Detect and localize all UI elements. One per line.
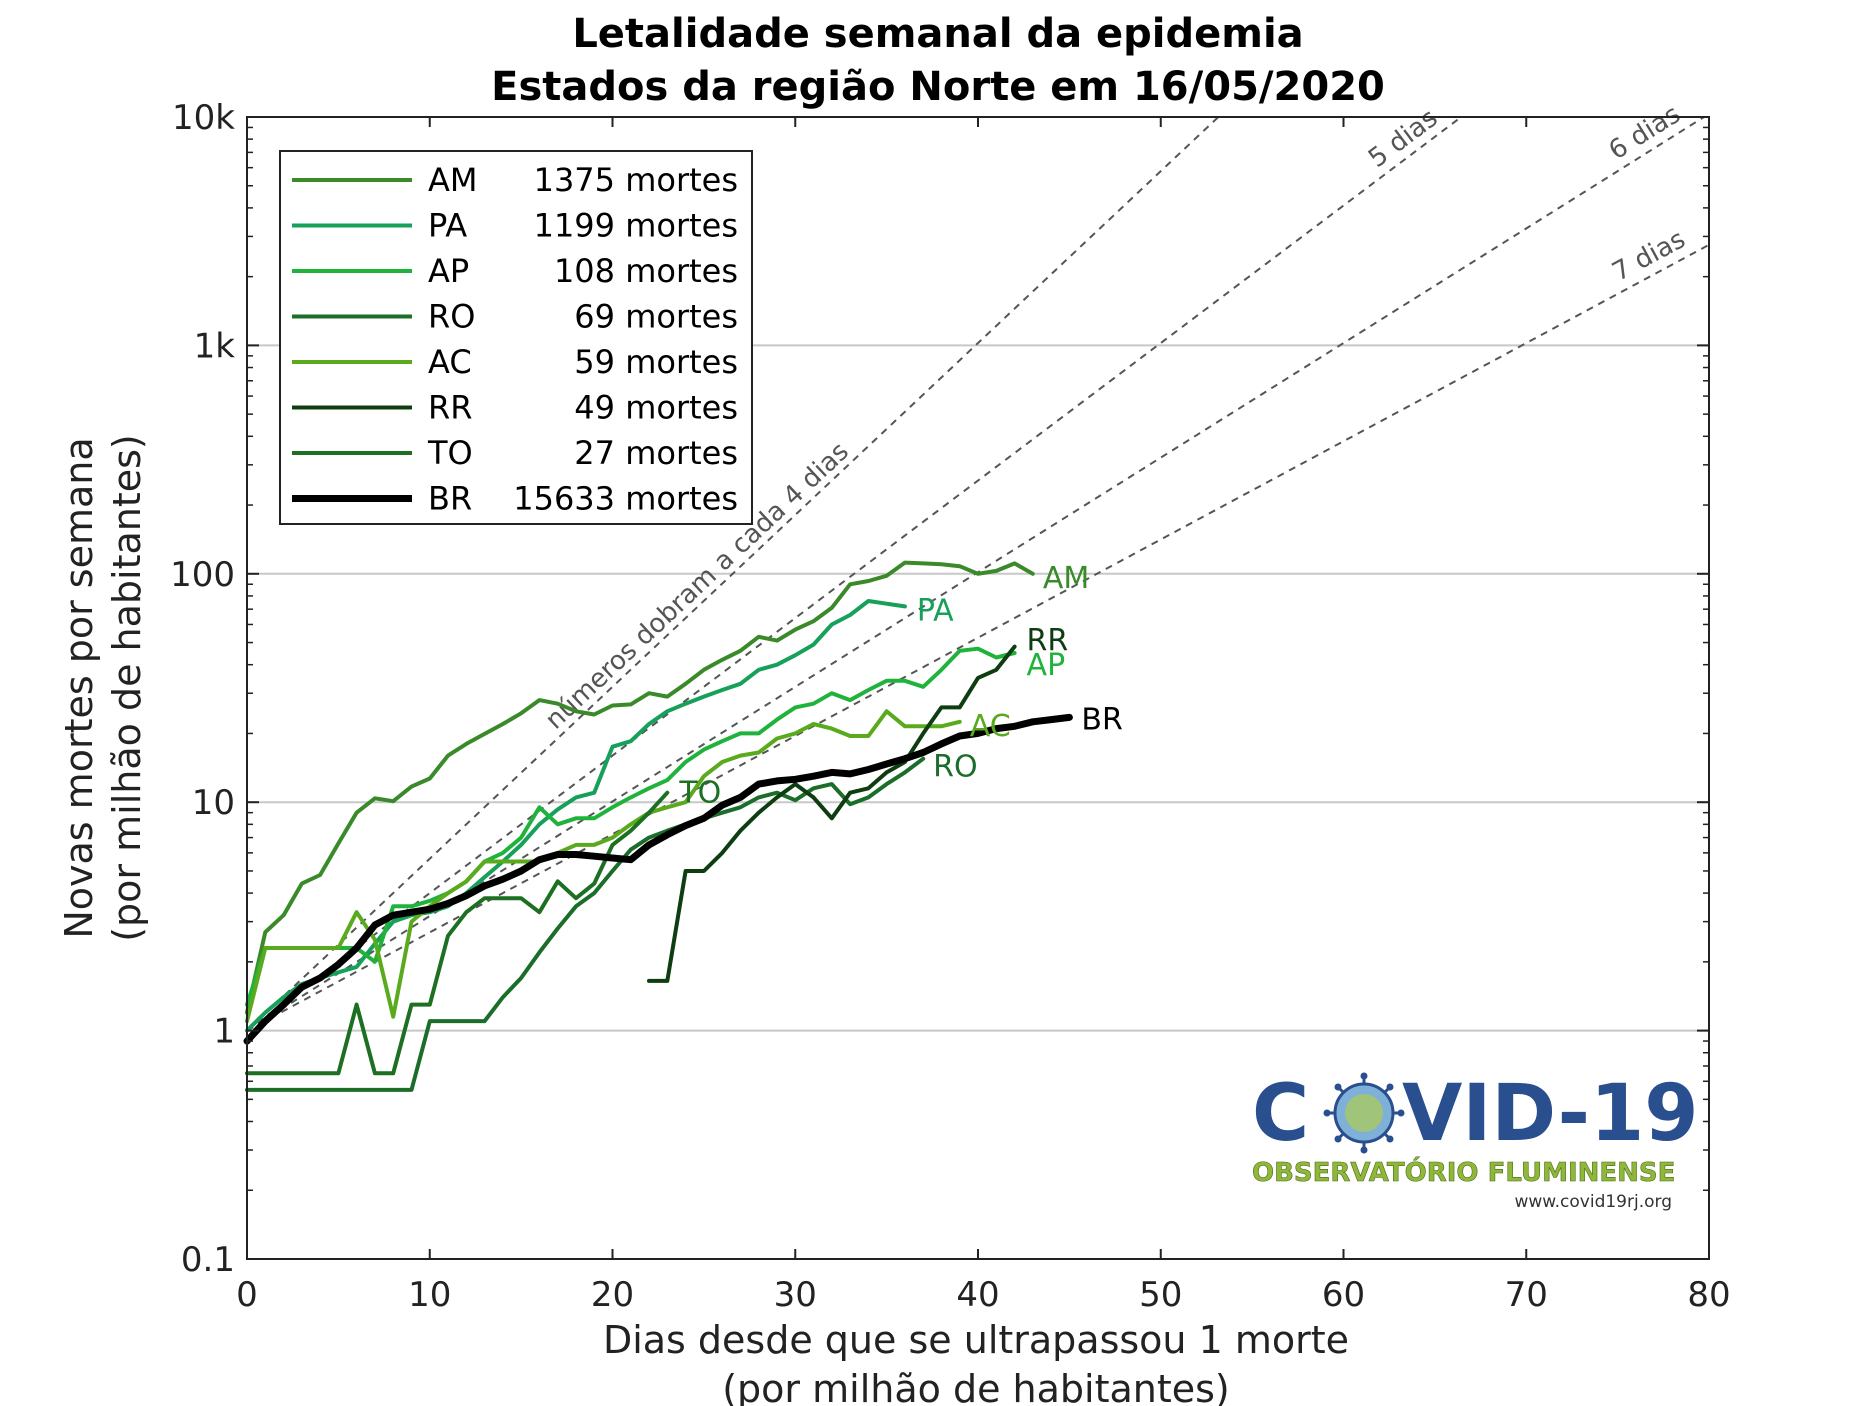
y-tick-label: 10: [192, 783, 235, 823]
x-tick-label: 0: [236, 1275, 258, 1315]
y-tick-label: 0.1: [181, 1240, 235, 1280]
logo-url: www.covid19rj.org: [1514, 1192, 1672, 1212]
legend-deaths-am: 1375 mortes: [534, 161, 738, 199]
x-tick-label: 70: [1505, 1275, 1548, 1315]
series-line-ac: [245, 709, 962, 1024]
x-tick-label: 60: [1322, 1275, 1365, 1315]
series-line-to: [245, 790, 670, 1076]
legend-deaths-pa: 1199 mortes: [534, 207, 738, 245]
legend-code-ap: AP: [428, 252, 469, 290]
x-tick-label: 40: [956, 1275, 999, 1315]
legend-code-pa: PA: [428, 207, 467, 245]
series-line-br: [243, 713, 1073, 1045]
legend-code-rr: RR: [428, 389, 472, 427]
legend-deaths-ro: 69 mortes: [574, 298, 738, 336]
end-label-am: AM: [1043, 561, 1089, 596]
reference-line-5-days: [246, 116, 1462, 1032]
end-label-ro: RO: [933, 750, 977, 785]
x-tick-label: 10: [408, 1275, 451, 1315]
virus-icon: [1323, 1072, 1405, 1154]
y-tick-label: 10k: [172, 98, 235, 138]
x-tick-label: 30: [774, 1275, 817, 1315]
legend-deaths-to: 27 mortes: [574, 434, 738, 472]
end-label-rr: RR: [1027, 624, 1069, 659]
end-label-br: BR: [1081, 702, 1122, 737]
x-axis-label-line-2: (por milhão de habitantes): [722, 1367, 1230, 1406]
reference-line-4-days: [246, 116, 1220, 1032]
end-label-pa: PA: [917, 593, 954, 628]
legend-deaths-ap: 108 mortes: [554, 252, 738, 290]
data-series: [243, 560, 1073, 1092]
logo-subtitle: OBSERVATÓRIO FLUMINENSE: [1252, 1156, 1675, 1188]
chart-title-line-2: Estados da região Norte em 16/05/2020: [491, 64, 1385, 110]
x-axis-label-line-1: Dias desde que se ultrapassou 1 morte: [603, 1318, 1349, 1362]
legend-deaths-br: 15633 mortes: [513, 480, 738, 518]
end-label-ap: AP: [1027, 648, 1066, 683]
legend-code-ro: RO: [428, 298, 475, 336]
x-tick-label: 80: [1687, 1275, 1730, 1315]
legend-code-ac: AC: [428, 343, 472, 381]
legend-deaths-ac: 59 mortes: [574, 343, 738, 381]
legend-box: [279, 150, 753, 525]
series-line-rr: [647, 644, 1017, 983]
logo-covid-c: C: [1252, 1069, 1309, 1159]
series-end-labels: AM PA AP RO AC RR TO BR: [678, 561, 1122, 811]
series-line-ro: [245, 756, 926, 1092]
axis-ticks: 0 10 20 30 40 50 60 70 80 0.1 1 10 100 1k 10k: [170, 98, 1731, 1315]
legend-code-to: TO: [427, 434, 473, 472]
legend-code-am: AM: [428, 161, 478, 199]
chart-title-line-1: Letalidade semanal da epidemia: [572, 11, 1303, 57]
x-tick-label: 50: [1139, 1275, 1182, 1315]
y-tick-label: 1: [213, 1012, 235, 1052]
y-tick-label: 100: [170, 555, 235, 595]
series-line-ap: [245, 646, 1017, 1007]
y-tick-label: 1k: [194, 326, 236, 366]
series-line-am: [245, 560, 1035, 1015]
legend-deaths-rr: 49 mortes: [574, 389, 738, 427]
legend: AM 1375 mortes PA 1199 mortes AP 108 mortes RO…: [279, 150, 753, 525]
logo-covid-rest: VID-19: [1402, 1069, 1699, 1159]
end-label-ac: AC: [970, 709, 1011, 744]
y-axis-label-line-1: Novas mortes por semana: [57, 437, 101, 938]
end-label-to: TO: [678, 776, 721, 811]
y-axis-label-line-2: (por milhão de habitantes): [105, 434, 149, 942]
series-line-pa: [245, 599, 907, 1033]
covid19-logo: C VID-19 OBSERVATÓRIO FLUMINENSE: [1252, 1069, 1699, 1212]
legend-code-br: BR: [428, 480, 472, 518]
x-tick-label: 20: [591, 1275, 634, 1315]
